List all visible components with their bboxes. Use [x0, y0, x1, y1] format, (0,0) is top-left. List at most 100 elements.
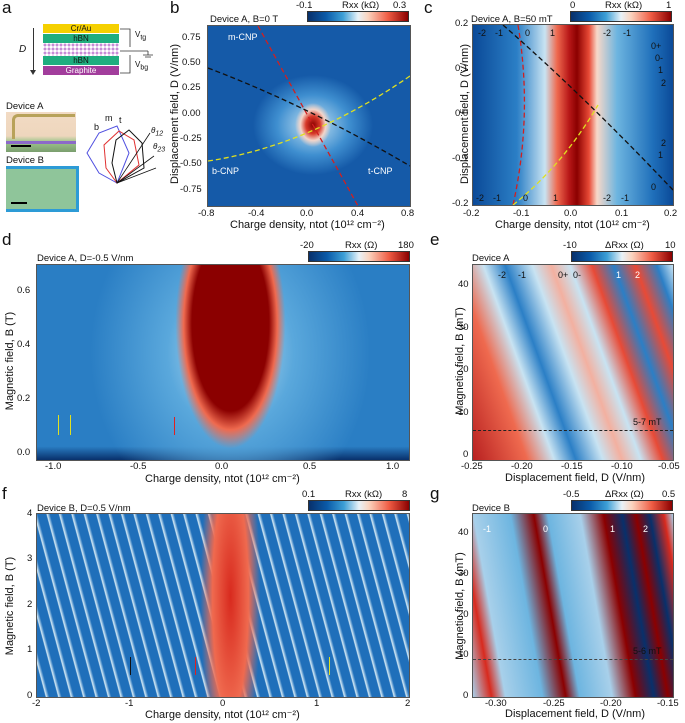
panel-f-label: f	[2, 484, 7, 503]
red-arrow	[174, 417, 175, 435]
c-top-label: -2	[603, 28, 612, 38]
panel-e-label: e	[430, 230, 440, 249]
g-top-label: 2	[643, 524, 649, 534]
panel-d-cbar-min: -20	[300, 240, 314, 251]
device-a-channel	[6, 141, 76, 144]
panel-f-caption: Device B, D=0.5 V/nm	[37, 503, 131, 514]
t-cnp-label: t-CNP	[368, 166, 393, 176]
c-right-label: 1	[658, 65, 664, 75]
panel-e-ytick: 30	[458, 322, 469, 333]
panel-d-cbar-label: Rxx (Ω)	[345, 240, 378, 251]
panel-b-ytick: 0.25	[182, 82, 201, 93]
panel-b-ytick: -0.50	[180, 158, 202, 169]
panel-d-plot	[36, 264, 410, 461]
panel-f-colorbar	[308, 500, 410, 511]
c-bottom-label: -2	[476, 193, 485, 203]
panel-c-plot: -2 -1 0 1 -2 -1 0+ 0- 1 2 2 1 0 -2 -1 0 …	[472, 24, 674, 206]
panel-c-colorbar	[570, 11, 672, 22]
panel-f-ytick: 3	[27, 553, 33, 564]
panel-c-ytick: -0.2	[452, 198, 469, 209]
panel-g-colorbar	[571, 500, 673, 511]
panel-d-ytick: 0.4	[17, 339, 31, 350]
panel-e-cbar-min: -10	[563, 240, 577, 251]
panel-b-xtick: -0.4	[248, 208, 265, 219]
panel-g-caption: Device B	[472, 503, 511, 514]
theta12-label: θ12	[151, 126, 163, 138]
panel-f-cbar-label: Rxx (kΩ)	[345, 489, 383, 500]
panel-f-cbar-min: 0.1	[302, 489, 316, 500]
panel-b-label: b	[170, 0, 180, 17]
panel-b-cbar-min: -0.1	[296, 0, 313, 11]
panel-c-xtick: -0.2	[463, 208, 480, 219]
panel-d-xtick: 1.0	[386, 461, 400, 472]
c-right-label: 0+	[651, 41, 662, 51]
theta12-text: θ	[151, 126, 156, 135]
panel-g-plot: 5-6 mT -1 0 1 2	[472, 513, 674, 698]
c-right-label: 0-	[655, 53, 664, 63]
panel-f-ytick: 4	[27, 508, 33, 519]
panel-d-caption: Device A, D=-0.5 V/nm	[37, 253, 134, 264]
panel-b-xtick: -0.8	[198, 208, 215, 219]
threshold-line	[473, 659, 673, 660]
panel-e-xtick: -0.20	[511, 461, 533, 472]
device-a-label: Device A	[6, 101, 44, 112]
panel-g-xtick: -0.30	[485, 698, 507, 709]
panel-b-colorbar	[307, 11, 409, 22]
g-top-label: 1	[610, 524, 616, 534]
c-bottom-label: -2	[603, 193, 612, 203]
panel-e-xlabel: Displacement field, D (V/nm)	[505, 472, 645, 484]
lattice-diagram	[86, 125, 157, 184]
panel-c-cbar-label: Rxx (kΩ)	[605, 0, 643, 11]
panel-c-caption: Device A, B=50 mT	[471, 14, 553, 25]
d-arrow	[33, 28, 34, 72]
yellow-dashed-line	[512, 104, 599, 205]
c-right-label: 2	[661, 138, 667, 148]
panel-f-cbar-max: 8	[402, 489, 408, 500]
red-arrow	[195, 657, 196, 675]
panel-g-xlabel: Displacement field, D (V/nm)	[505, 708, 645, 720]
red-dashed-line	[512, 25, 526, 205]
device-a-contacts	[12, 114, 75, 139]
panel-d-colorbar	[308, 251, 410, 262]
panel-b-xtick: 0.4	[351, 208, 365, 219]
c-top-label: 1	[550, 28, 556, 38]
panel-c-cbar-max: 1	[666, 0, 672, 11]
panel-e-ytick: 20	[458, 364, 469, 375]
panel-g-xtick: -0.15	[657, 698, 679, 709]
panel-e-ytick: 10	[458, 407, 469, 418]
m-cnp-line	[257, 26, 359, 206]
panel-d-xtick: -0.5	[130, 461, 147, 472]
panel-f-xtick: -2	[32, 698, 41, 709]
d-label: D	[19, 44, 27, 55]
panel-a-label: a	[2, 0, 12, 17]
panel-f-ylabel: Magnetic field, B (T)	[4, 556, 16, 656]
layer-hbn-bottom: hBN	[43, 56, 119, 65]
panel-e-ylabel: Magnetic field, B (mT)	[454, 307, 466, 415]
t-cnp-line	[208, 67, 410, 167]
c-bottom-label: -1	[493, 193, 502, 203]
yellow-arrow	[58, 415, 59, 435]
layer-stack: Cr/Au hBN hBN Graphite	[43, 24, 119, 75]
panel-e-ytick: 0	[463, 449, 469, 460]
panel-f-xtick: 2	[405, 698, 411, 709]
panel-e-xtick: -0.05	[658, 461, 680, 472]
panel-g-xtick: -0.20	[600, 698, 622, 709]
trilayer-atoms	[43, 43, 119, 56]
panel-g-ytick: 0	[463, 690, 469, 701]
c-bottom-label: -1	[621, 193, 630, 203]
panel-d-xtick: 0.0	[215, 461, 229, 472]
panel-b-xtick: 0.8	[401, 208, 415, 219]
panel-d-ytick: 0.6	[17, 285, 31, 296]
panel-g-xtick: -0.25	[543, 698, 565, 709]
panel-b-xtick: 0.0	[300, 208, 314, 219]
panel-d-ytick: 0.0	[17, 447, 31, 458]
panel-f-ytick: 2	[27, 599, 33, 610]
panel-f-xtick: 0	[220, 698, 226, 709]
panel-b-ytick: 0.00	[182, 108, 201, 119]
panel-e-plot: 5-7 mT -2 -1 0+ 0- 1 2	[472, 264, 674, 461]
b-cnp-line	[208, 75, 410, 162]
panel-d-xtick: 0.5	[303, 461, 317, 472]
panel-d-ytick: 0.2	[17, 393, 31, 404]
device-b-image	[6, 166, 79, 212]
panel-e-xtick: -0.10	[611, 461, 633, 472]
